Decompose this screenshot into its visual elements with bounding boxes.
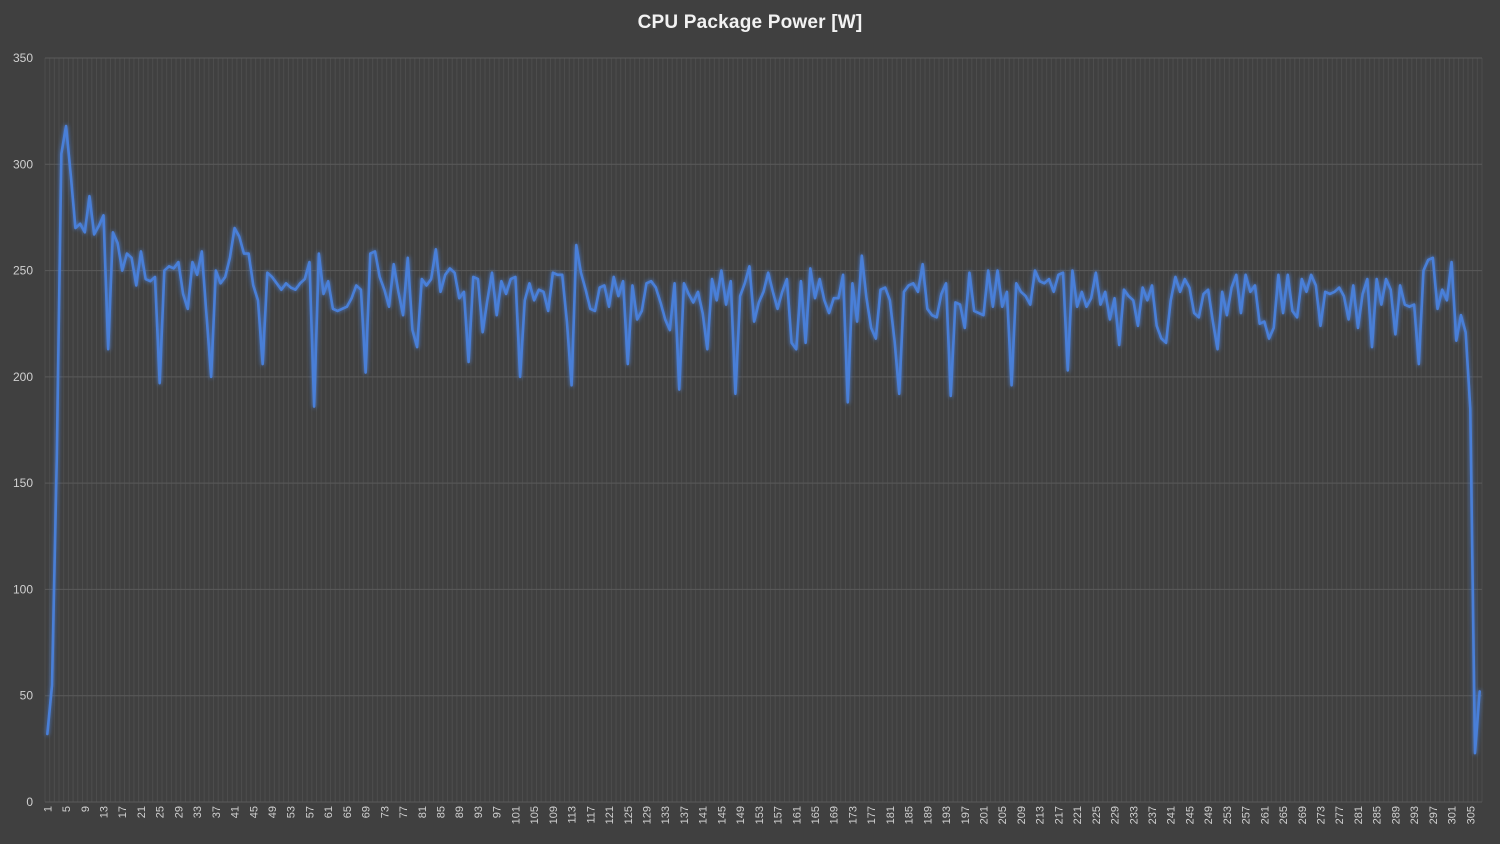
x-tick-label: 281 [1353, 806, 1365, 824]
x-tick-label: 197 [960, 806, 972, 824]
x-tick-label: 117 [585, 806, 597, 824]
x-tick-label: 57 [304, 806, 316, 818]
x-tick-label: 217 [1053, 806, 1065, 824]
x-tick-label: 125 [623, 806, 635, 824]
x-tick-label: 149 [735, 806, 747, 824]
y-tick-label: 150 [13, 476, 33, 490]
x-tick-label: 97 [492, 806, 504, 818]
x-tick-label: 209 [1016, 806, 1028, 824]
x-tick-label: 265 [1278, 806, 1290, 824]
x-tick-label: 153 [754, 806, 766, 824]
x-tick-label: 129 [641, 806, 653, 824]
x-tick-label: 297 [1428, 806, 1440, 824]
y-tick-label: 300 [13, 157, 33, 171]
x-tick-label: 213 [1035, 806, 1047, 824]
x-tick-label: 113 [567, 806, 579, 824]
x-tick-label: 89 [454, 806, 466, 818]
x-tick-label: 9 [80, 806, 92, 812]
x-tick-label: 41 [230, 806, 242, 818]
x-tick-label: 5 [61, 806, 73, 812]
x-tick-label: 105 [529, 806, 541, 824]
y-tick-label: 350 [13, 51, 33, 65]
x-tick-label: 1 [42, 806, 54, 812]
x-tick-label: 261 [1259, 806, 1271, 824]
x-tick-label: 165 [810, 806, 822, 824]
x-tick-label: 17 [117, 806, 129, 818]
x-tick-label: 109 [548, 806, 560, 824]
x-tick-label: 241 [1166, 806, 1178, 824]
x-tick-label: 61 [323, 806, 335, 818]
x-tick-label: 201 [978, 806, 990, 824]
x-tick-label: 133 [660, 806, 672, 824]
x-tick-label: 169 [829, 806, 841, 824]
x-tick-label: 301 [1447, 806, 1459, 824]
vertical-gridlines [44, 58, 1483, 802]
x-tick-label: 21 [136, 806, 148, 818]
x-tick-label: 69 [361, 806, 373, 818]
chart-title: CPU Package Power [W] [637, 12, 863, 33]
x-tick-label: 289 [1390, 806, 1402, 824]
x-tick-label: 141 [698, 806, 710, 824]
x-tick-label: 157 [773, 806, 785, 824]
x-tick-label: 229 [1110, 806, 1122, 824]
x-tick-label: 85 [436, 806, 448, 818]
x-tick-label: 233 [1128, 806, 1140, 824]
series-line [46, 124, 1481, 755]
x-tick-label: 45 [248, 806, 260, 818]
x-tick-label: 225 [1091, 806, 1103, 824]
x-tick-label: 257 [1241, 806, 1253, 824]
x-tick-label: 137 [679, 806, 691, 824]
x-tick-label: 245 [1184, 806, 1196, 824]
x-tick-label: 49 [267, 806, 279, 818]
x-tick-label: 29 [173, 806, 185, 818]
x-tick-label: 193 [941, 806, 953, 824]
x-tick-label: 273 [1316, 806, 1328, 824]
x-tick-label: 253 [1222, 806, 1234, 824]
x-tick-label: 305 [1465, 806, 1477, 824]
x-tick-label: 25 [155, 806, 167, 818]
x-tick-label: 185 [904, 806, 916, 824]
x-tick-label: 249 [1203, 806, 1215, 824]
x-tick-label: 77 [398, 806, 410, 818]
y-tick-label: 50 [20, 689, 34, 703]
y-tick-label: 200 [13, 370, 33, 384]
x-tick-label: 145 [716, 806, 728, 824]
y-tick-label: 0 [26, 795, 33, 809]
x-tick-label: 173 [847, 806, 859, 824]
x-tick-label: 221 [1072, 806, 1084, 824]
x-tick-label: 269 [1297, 806, 1309, 824]
x-tick-label: 33 [192, 806, 204, 818]
y-tick-label: 100 [13, 582, 33, 596]
x-tick-label: 65 [342, 806, 354, 818]
x-tick-label: 285 [1372, 806, 1384, 824]
x-tick-label: 237 [1147, 806, 1159, 824]
x-tick-label: 81 [417, 806, 429, 818]
x-tick-label: 181 [885, 806, 897, 824]
x-tick-label: 177 [866, 806, 878, 824]
x-tick-label: 121 [604, 806, 616, 824]
x-tick-label: 293 [1409, 806, 1421, 824]
x-tick-label: 53 [286, 806, 298, 818]
x-tick-label: 277 [1334, 806, 1346, 824]
y-tick-label: 250 [13, 264, 33, 278]
x-tick-label: 189 [922, 806, 934, 824]
x-tick-label: 13 [99, 806, 111, 818]
x-tick-label: 205 [997, 806, 1009, 824]
x-tick-label: 73 [379, 806, 391, 818]
x-tick-label: 37 [211, 806, 223, 818]
x-tick-label: 93 [473, 806, 485, 818]
x-tick-label: 161 [791, 806, 803, 824]
x-tick-label: 101 [510, 806, 522, 824]
